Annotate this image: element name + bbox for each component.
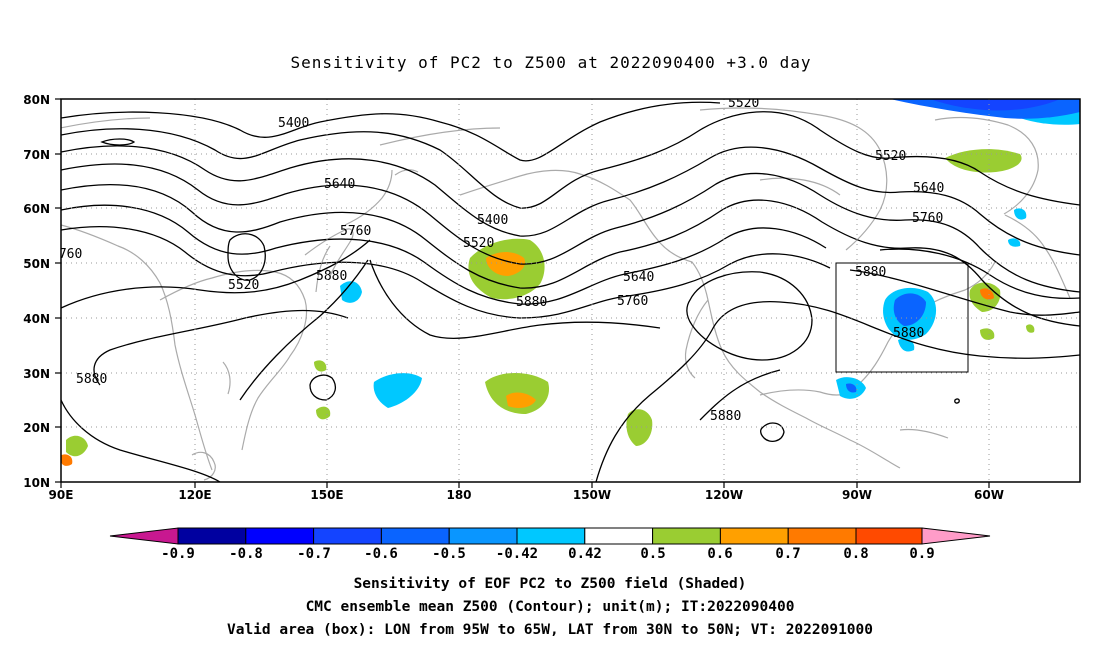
caption-line-3: Valid area (box): LON from 95W to 65W, L… [227, 622, 873, 638]
colorbar-label: -0.6 [364, 546, 398, 562]
lon-label: 60W [974, 488, 1004, 502]
colorbar-low-end [109, 527, 179, 545]
valid-area-box [835, 262, 969, 373]
plot-title: Sensitivity of PC2 to Z500 at 2022090400… [290, 53, 811, 72]
contour-label: 5760 [340, 224, 371, 239]
contour-label: 5520 [875, 149, 906, 164]
shade-negative [340, 281, 362, 303]
contour-labels: 5520 5400 5520 5640 5640 5760 5760 5520 … [51, 96, 944, 424]
lon-label: 150W [573, 488, 611, 502]
colorbar: -0.9 -0.8 -0.7 -0.6 -0.5 -0.42 0.42 0.5 … [109, 527, 991, 562]
contour-label: 5880 [710, 409, 741, 424]
shade-positive [314, 360, 327, 372]
shade-negative [373, 373, 422, 408]
lat-label: 30N [23, 367, 50, 381]
colorbar-swatch [245, 527, 315, 545]
shade-positive [626, 409, 653, 446]
colorbar-label: 0.42 [568, 546, 602, 562]
contour-label: 5400 [477, 213, 508, 228]
contour-label: 5880 [855, 265, 886, 280]
colorbar-label: 0.5 [640, 546, 665, 562]
colorbar-label: -0.9 [161, 546, 195, 562]
axis-ticks [55, 98, 990, 488]
longitude-labels: 90E 120E 150E 180 150W 120W 90W 60W [49, 488, 1004, 502]
contour-label: 5640 [324, 177, 355, 192]
contour-label: 5400 [278, 116, 309, 131]
map-frame [60, 98, 1081, 483]
lon-label: 90W [842, 488, 872, 502]
colorbar-labels: -0.9 -0.8 -0.7 -0.6 -0.5 -0.42 0.42 0.5 … [161, 546, 935, 562]
colorbar-label: 0.8 [843, 546, 868, 562]
contour-label: 5520 [228, 278, 259, 293]
caption-line-1: Sensitivity of EOF PC2 to Z500 field (Sh… [354, 576, 747, 592]
sensitivity-shading [61, 99, 1080, 466]
shade-positive-high [506, 392, 536, 408]
lat-label: 60N [23, 202, 50, 216]
contour-label: 5520 [728, 96, 759, 111]
contour-label: 5760 [912, 211, 943, 226]
colorbar-label: -0.42 [496, 546, 538, 562]
colorbar-swatch [584, 527, 654, 545]
shade-positive [66, 435, 88, 457]
coastlines [61, 107, 1071, 481]
contour-label: 5880 [316, 269, 347, 284]
lon-label: 180 [446, 488, 471, 502]
contour-label: 5520 [463, 236, 494, 251]
map-panel: 5520 5400 5520 5640 5640 5760 5760 5520 … [23, 93, 1081, 502]
shade-positive [945, 149, 1022, 173]
lat-label: 70N [23, 148, 50, 162]
colorbar-swatch [177, 527, 247, 545]
colorbar-label: 0.6 [707, 546, 732, 562]
caption: Sensitivity of EOF PC2 to Z500 field (Sh… [227, 576, 873, 638]
shade-positive-high [61, 454, 73, 466]
colorbar-label: -0.8 [229, 546, 263, 562]
latitude-labels: 80N 70N 60N 50N 40N 30N 20N 10N [23, 93, 50, 490]
lat-label: 10N [23, 476, 50, 490]
lon-label: 90E [49, 488, 74, 502]
shade-positive [1026, 324, 1035, 333]
contour-label: 5880 [893, 326, 924, 341]
colorbar-swatch [313, 527, 382, 545]
colorbar-swatch [787, 527, 857, 545]
lon-label: 120W [705, 488, 743, 502]
lon-label: 150E [310, 488, 343, 502]
lat-label: 20N [23, 421, 50, 435]
lat-label: 40N [23, 312, 50, 326]
shade-negative [1014, 208, 1027, 220]
shade-positive [980, 328, 995, 340]
shade-negative-strong [930, 99, 1060, 111]
colorbar-label: -0.7 [297, 546, 331, 562]
z500-contours [61, 101, 1080, 482]
colorbar-swatch [448, 527, 518, 545]
contour-label: 5880 [516, 295, 547, 310]
colorbar-swatch [652, 527, 721, 545]
colorbar-swatch [855, 527, 923, 545]
colorbar-label: 0.9 [909, 546, 934, 562]
shade-negative [1008, 238, 1021, 247]
lat-label: 80N [23, 93, 50, 107]
colorbar-swatch [516, 527, 586, 545]
contour-label: 5760 [617, 294, 648, 309]
colorbar-label: -0.5 [432, 546, 466, 562]
colorbar-label: 0.7 [775, 546, 800, 562]
contour-label: 5760 [51, 247, 82, 262]
shade-negative-strong [846, 383, 857, 393]
caption-line-2: CMC ensemble mean Z500 (Contour); unit(m… [306, 599, 795, 615]
contour-label: 5640 [913, 181, 944, 196]
colorbar-swatch [380, 527, 450, 545]
contour-label: 5880 [76, 372, 107, 387]
contour-label: 5640 [623, 270, 654, 285]
lon-label: 120E [178, 488, 211, 502]
shade-positive-high [980, 288, 994, 300]
colorbar-high-end [921, 527, 991, 545]
lat-label: 50N [23, 257, 50, 271]
colorbar-swatch [719, 527, 789, 545]
